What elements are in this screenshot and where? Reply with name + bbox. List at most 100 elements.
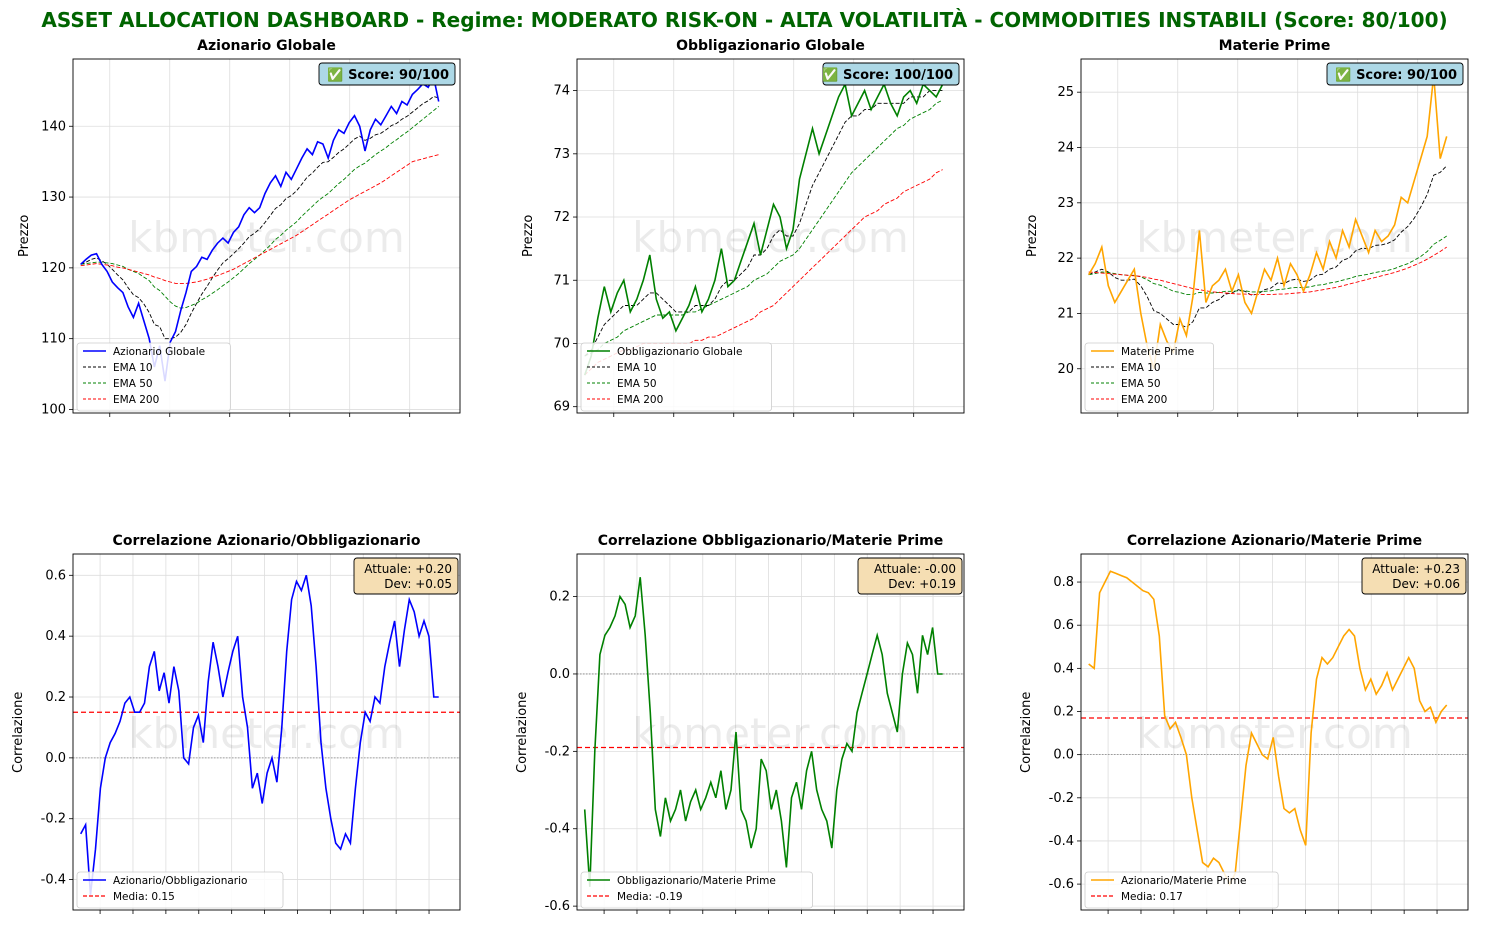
- legend: Materie Prime EMA 10 EMA 50 EMA 200: [1084, 342, 1215, 412]
- stats-text: Dev: +0.06: [1392, 577, 1460, 591]
- axes-frame: [576, 58, 965, 414]
- axes-frame: [576, 553, 965, 911]
- stats-text: Dev: +0.05: [384, 577, 452, 591]
- y-tick-label: 69: [553, 400, 570, 415]
- legend-label: Azionario/Materie Prime: [1121, 875, 1247, 887]
- y-tick-label: 73: [553, 147, 570, 162]
- y-tick-label: -0.2: [41, 812, 66, 827]
- y-tick-label: 130: [41, 190, 66, 205]
- stats-text: Attuale: +0.23: [1372, 562, 1460, 576]
- chart-title: Correlazione Azionario/Materie Prime: [1126, 533, 1423, 549]
- chart-title: Obbligazionario Globale: [676, 38, 865, 54]
- legend: Obbligazionario Globale EMA 10 EMA 50 EMA 2…: [580, 342, 773, 412]
- watermark: kbmeter.com: [632, 709, 909, 758]
- legend: Azionario/Materie Prime Media: 0.17: [1084, 871, 1279, 909]
- y-tick-label: 74: [553, 84, 570, 99]
- legend-label: Azionario Globale: [113, 346, 205, 358]
- score-text: ✅ Score: 90/100: [1335, 67, 1457, 83]
- series-line-ema-200: [80, 154, 439, 284]
- y-tick-label: 0.2: [1053, 705, 1074, 720]
- series-line-ema-200: [1088, 246, 1447, 296]
- series-line-ema-50: [584, 99, 943, 357]
- chart-plot-area: -0.6-0.4-0.20.00.20.40.60.8kbmeter.comAt…: [1049, 553, 1469, 914]
- axes-frame: [72, 58, 461, 414]
- y-tick-label: 0.0: [1053, 748, 1074, 763]
- y-tick-label: 110: [41, 332, 66, 347]
- y-tick-label: 120: [41, 261, 66, 276]
- axes-frame: [1080, 553, 1469, 911]
- legend-label: Obbligazionario/Materie Prime: [617, 875, 776, 887]
- legend-label: EMA 10: [113, 362, 153, 374]
- axes-frame: [72, 553, 461, 911]
- legend: Obbligazionario/Materie Prime Media: -0.1…: [580, 871, 814, 909]
- legend-label: Obbligazionario Globale: [617, 346, 742, 358]
- legend-label: Media: 0.15: [113, 891, 175, 903]
- series-line-ema-50: [1088, 235, 1447, 296]
- series-line-azionario-obbligazionario: [79, 575, 439, 895]
- legend-label: EMA 200: [1121, 394, 1167, 406]
- y-tick-label: 0.8: [1053, 575, 1074, 590]
- stats-text: Dev: +0.19: [888, 577, 956, 591]
- y-tick-label: -0.2: [545, 744, 570, 759]
- legend-label: Materie Prime: [1121, 346, 1194, 358]
- watermark: kbmeter.com: [632, 213, 909, 262]
- y-tick-label: 0.0: [45, 751, 66, 766]
- score-text: ✅ Score: 100/100: [822, 67, 953, 83]
- chart-plot-area: -0.4 -0.2 0.0 0.2 0.4 0.6 kbmeter.com Attuale: …: [41, 553, 461, 914]
- y-tick-label: 21: [1057, 306, 1074, 321]
- chart-title: Azionario Globale: [197, 38, 336, 54]
- series-line-azionario-materie-prime: [1088, 570, 1448, 886]
- series-line-ema-10: [1088, 165, 1448, 328]
- score-badge: ✅ Score: 90/100: [1326, 62, 1464, 86]
- legend: Azionario/Obbligazionario Media: 0.15: [76, 871, 284, 909]
- chart-title: Correlazione Azionario/Obbligazionario: [112, 533, 421, 549]
- y-tick-label: 23: [1057, 196, 1074, 211]
- chart-plot-area: 20 21 22 23 24 25 kbmeter.com ✅ Score: 90/100 Ma…: [1057, 58, 1469, 417]
- y-tick-label: 20: [1057, 362, 1074, 377]
- legend-label: EMA 50: [617, 378, 657, 390]
- y-tick-label: 0.4: [1053, 661, 1074, 676]
- chart-plot-area: -0.6 -0.4 -0.2 0.0 0.2 kbmeter.com Attuale: -0…: [545, 553, 965, 914]
- watermark: kbmeter.com: [128, 213, 405, 262]
- y-tick-label: 72: [553, 210, 570, 225]
- watermark: kbmeter.com: [1136, 213, 1413, 262]
- y-tick-label: -0.6: [1049, 877, 1074, 892]
- y-tick-label: 24: [1057, 141, 1074, 156]
- legend: Azionario Globale EMA 10 EMA 50 EMA 200: [76, 342, 231, 412]
- chart-plot-area: 69 70 71 72 73 74 kbmeter.com ✅ Score: 100/100 O…: [553, 58, 965, 417]
- y-tick-label: 0.2: [549, 590, 570, 605]
- legend-label: Media: 0.17: [1121, 891, 1183, 903]
- y-tick-label: -0.4: [41, 873, 66, 888]
- y-tick-label: 0.6: [1053, 618, 1074, 633]
- series-line-obbligazionario-globale: [583, 81, 944, 376]
- y-tick-label: 25: [1057, 85, 1074, 100]
- y-tick-label: -0.4: [1049, 834, 1074, 849]
- y-tick-label: -0.2: [1049, 791, 1074, 806]
- legend-label: Azionario/Obbligazionario: [113, 875, 247, 887]
- legend-label: EMA 10: [617, 362, 657, 374]
- score-badge: ✅ Score: 90/100: [318, 62, 456, 86]
- chart-title: Correlazione Obbligazionario/Materie Pri…: [597, 533, 944, 549]
- axes-frame: [1080, 58, 1469, 414]
- y-tick-label: 22: [1057, 251, 1074, 266]
- dashboard-title: ASSET ALLOCATION DASHBOARD - Regime: MOD…: [41, 8, 1448, 32]
- y-tick-label: 0.2: [45, 690, 66, 705]
- legend-label: Media: -0.19: [617, 891, 683, 903]
- y-tick-label: 0.0: [549, 667, 570, 682]
- series-line-obbligazionario-materie-prime: [583, 577, 943, 887]
- series-line-ema-10: [584, 90, 943, 357]
- y-tick-label: 0.4: [45, 629, 66, 644]
- y-tick-label: 70: [553, 336, 570, 351]
- y-tick-label: 71: [553, 273, 570, 288]
- legend-label: EMA 50: [113, 378, 153, 390]
- score-text: ✅ Score: 90/100: [327, 67, 449, 83]
- y-tick-label: 0.6: [45, 568, 66, 583]
- chart-plot-area: 100 110 120 130 140 kbmeter.com ✅ Score: 90/10…: [41, 58, 461, 417]
- y-tick-label: 100: [41, 402, 66, 417]
- legend-label: EMA 10: [1121, 362, 1161, 374]
- legend-label: EMA 200: [617, 394, 663, 406]
- series-line-ema-10: [80, 96, 439, 340]
